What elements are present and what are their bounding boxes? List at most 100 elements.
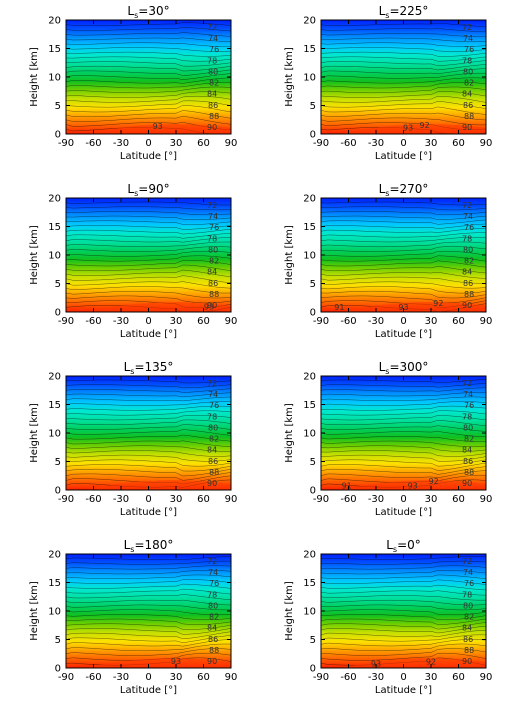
edge-label: 86	[463, 457, 473, 466]
y-tick-label: 0	[55, 130, 61, 141]
edge-label: 84	[462, 446, 472, 455]
contour-label: 93	[204, 302, 214, 311]
panel-title: Ls=135°	[124, 360, 174, 376]
contour-line	[321, 95, 486, 103]
x-tick-label: 90	[480, 138, 493, 149]
x-tick-label: 0	[145, 316, 151, 327]
y-tick-label: 15	[303, 222, 316, 233]
edge-label: 74	[463, 568, 473, 577]
x-tick-label: 90	[225, 316, 238, 327]
panel-0: 72 74 76 78 80 82 84 86 88 90 93 -90 -60 -30 0 30 60 90 0 5…	[29, 4, 237, 162]
y-axis-label: Height [km]	[284, 581, 295, 641]
contour-line	[321, 28, 486, 33]
contour-line	[321, 445, 486, 452]
title-suffix: =270°	[389, 182, 428, 196]
y-tick-label: 10	[303, 73, 316, 84]
x-tick-label: -30	[113, 494, 129, 505]
contour-line	[321, 86, 486, 94]
edge-label: 74	[208, 34, 218, 43]
title-suffix: =180°	[134, 538, 173, 552]
x-tick-label: -30	[113, 138, 129, 149]
edge-labels: 72 74 76 78 80 82 84 86 88 90	[207, 379, 219, 488]
x-tick-label: -30	[368, 316, 384, 327]
edge-label: 90	[207, 123, 217, 132]
contour-line	[66, 434, 231, 442]
edge-label: 88	[209, 468, 219, 477]
x-tick-label: -90	[313, 138, 329, 149]
panel-1: 72 74 76 78 80 82 84 86 88 90 93 92 -90 -60 -30 0 30 60 90…	[284, 4, 492, 162]
contour-line	[66, 410, 231, 416]
heatmap-fill	[321, 554, 486, 668]
contour-line	[321, 56, 486, 62]
contour-line	[66, 260, 231, 267]
y-tick-label: 0	[310, 664, 316, 675]
y-axis-label: Height [km]	[284, 403, 295, 463]
x-tick-label: 30	[425, 672, 438, 683]
edge-label: 86	[208, 635, 218, 644]
y-tick-label: 10	[48, 251, 61, 262]
contour-label: 93	[403, 124, 413, 133]
contour-line	[66, 614, 231, 620]
contour-line	[66, 246, 231, 252]
x-tick-label: 30	[170, 672, 183, 683]
surface-band	[86, 302, 231, 312]
edge-label: 76	[209, 45, 219, 54]
contour-line	[321, 396, 486, 402]
x-tick-label: 90	[480, 316, 493, 327]
x-tick-label: 0	[400, 494, 406, 505]
heatmap-fill	[66, 198, 231, 312]
contour-line	[321, 431, 486, 438]
y-tick-label: 10	[303, 429, 316, 440]
x-tick-label: 60	[197, 494, 210, 505]
contour-line	[66, 100, 231, 108]
edge-label: 76	[464, 45, 474, 54]
contour-line	[66, 225, 231, 230]
contour-line	[321, 459, 486, 467]
y-tick-label: 15	[303, 400, 316, 411]
heatmap-fill	[321, 20, 486, 134]
x-tick-label: -60	[340, 672, 356, 683]
contour-line	[321, 579, 486, 585]
contour-line	[321, 590, 486, 596]
edge-label: 90	[207, 657, 217, 666]
contour-line	[66, 604, 231, 611]
contour-line	[66, 579, 231, 584]
contour-line	[321, 560, 486, 565]
edge-label: 86	[208, 457, 218, 466]
edge-label: 82	[464, 613, 474, 622]
contour-line	[321, 643, 486, 652]
y-tick-label: 10	[48, 73, 61, 84]
contour-line	[321, 401, 486, 406]
contour-line	[321, 622, 486, 630]
x-axis-label: Latitude [°]	[375, 329, 432, 340]
contour-line	[66, 215, 231, 220]
x-tick-label: 90	[480, 494, 493, 505]
contour-line	[66, 47, 231, 52]
contour-line	[66, 86, 231, 94]
contour-line	[321, 68, 486, 75]
edge-label: 76	[209, 401, 219, 410]
contour-label: 92	[433, 299, 443, 308]
contour-line	[66, 73, 231, 80]
y-axis-label: Height [km]	[29, 403, 40, 463]
title-suffix: =30°	[138, 4, 169, 18]
edge-label: 88	[464, 290, 474, 299]
contour-line	[321, 42, 486, 47]
y-tick-label: 15	[48, 578, 61, 589]
surface-band	[86, 124, 231, 134]
y-tick-label: 15	[303, 44, 316, 55]
edge-labels: 72 74 76 78 80 82 84 86 88 90	[207, 557, 219, 666]
y-tick-label: 15	[303, 578, 316, 589]
edge-label: 88	[464, 112, 474, 121]
surface-band	[86, 480, 231, 490]
contour-line	[66, 560, 231, 565]
surface-band	[86, 658, 231, 668]
contour-line	[66, 65, 231, 72]
edge-label: 72	[207, 23, 217, 32]
contour-line	[66, 643, 231, 652]
edge-label: 78	[207, 412, 217, 421]
contour-line	[321, 440, 486, 447]
contour-line	[66, 51, 231, 57]
contour-line	[321, 405, 486, 411]
edge-label: 76	[464, 401, 474, 410]
